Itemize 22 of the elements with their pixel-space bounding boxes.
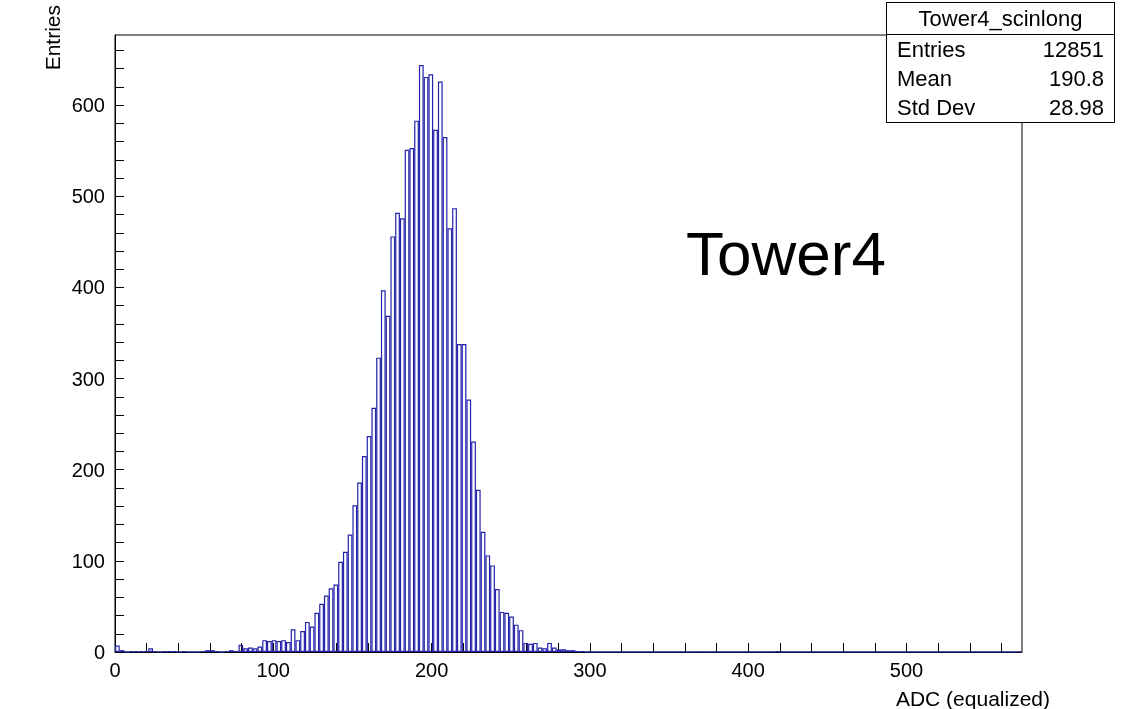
y-tick-label: 0	[93, 641, 105, 663]
x-tick-label: 400	[731, 659, 765, 681]
x-tick-label: 300	[573, 659, 607, 681]
x-tick-label: 200	[414, 659, 449, 681]
y-tick-label: 300	[71, 367, 105, 390]
x-tick-label: 100	[256, 659, 290, 681]
annotation: Mean	[897, 66, 953, 92]
x-tick-label: 0	[109, 659, 121, 681]
chart-title: Tower4_scinlong	[887, 3, 1114, 35]
y-axis-title: Entries	[41, 5, 64, 71]
y-tick-label: 500	[71, 185, 105, 208]
y-tick-label: 100	[71, 549, 105, 572]
y-tick-label: 400	[71, 276, 105, 299]
annotation: Entries	[897, 37, 966, 63]
annotation: Std Dev	[897, 95, 976, 121]
text: 28.98	[1048, 95, 1104, 121]
text: 12851	[1042, 37, 1104, 63]
text: 190.8	[1048, 66, 1104, 92]
annotation: Tower4	[686, 218, 886, 289]
x-tick-label: 500	[889, 659, 924, 681]
y-tick-label: 600	[71, 94, 105, 117]
y-tick-label: 200	[71, 458, 105, 481]
